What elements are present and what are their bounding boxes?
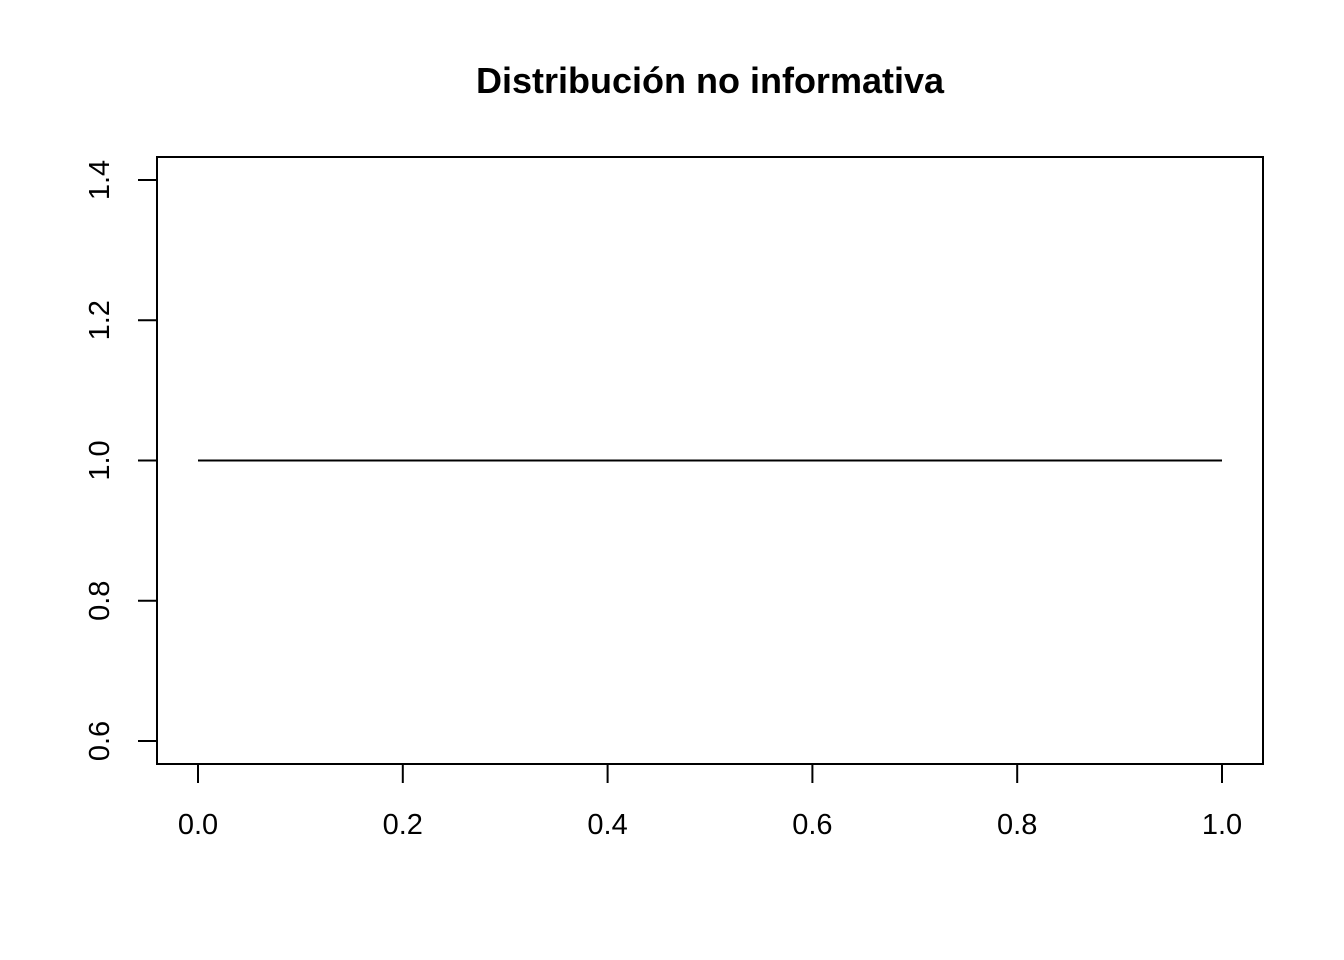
x-tick-label: 0.8 (997, 809, 1037, 841)
x-tick-label: 0.0 (178, 809, 218, 841)
x-tick-label: 0.4 (587, 809, 627, 841)
x-tick-label: 0.2 (383, 809, 423, 841)
y-axis-ticks: 0.6 0.8 1.0 1.2 1.4 (84, 160, 157, 761)
x-tick-label: 1.0 (1202, 809, 1242, 841)
y-tick-label: 1.4 (84, 160, 116, 200)
y-tick-label: 1.2 (84, 300, 116, 340)
chart-title: Distribución no informativa (476, 60, 945, 101)
x-tick-label: 0.6 (792, 809, 832, 841)
y-tick-label: 0.8 (84, 581, 116, 621)
y-tick-label: 0.6 (84, 721, 116, 761)
x-axis-ticks: 0.0 0.2 0.4 0.6 0.8 1.0 (178, 764, 1242, 841)
y-tick-label: 1.0 (84, 440, 116, 480)
